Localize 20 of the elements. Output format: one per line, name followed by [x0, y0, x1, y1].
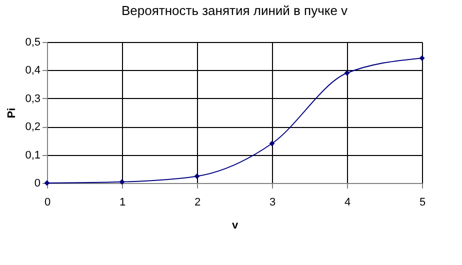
y-tick-label: 0,3 — [25, 92, 40, 105]
point — [194, 173, 200, 179]
x-tick-label: 5 — [419, 196, 426, 208]
x-tick-label: 2 — [194, 196, 201, 208]
x-tick-label: 1 — [119, 196, 126, 208]
point — [269, 140, 275, 146]
point — [344, 70, 350, 76]
x-tick-label: 0 — [44, 196, 51, 208]
y-tick-label: 0,2 — [25, 121, 40, 134]
point — [119, 179, 125, 185]
y-axis-title: Pi — [6, 108, 18, 118]
y-tick-label: 0,1 — [25, 149, 40, 162]
x-tick-label: 3 — [269, 196, 276, 208]
y-tick-label: 0,5 — [25, 36, 40, 48]
x-axis-title: v — [232, 220, 239, 232]
y-tick-label: 0 — [34, 178, 40, 190]
chart-title: Вероятность занятия линий в пучке v — [121, 3, 348, 18]
point — [419, 55, 425, 61]
y-tick-label: 0,4 — [25, 64, 40, 77]
x-tick-label: 4 — [344, 196, 351, 208]
